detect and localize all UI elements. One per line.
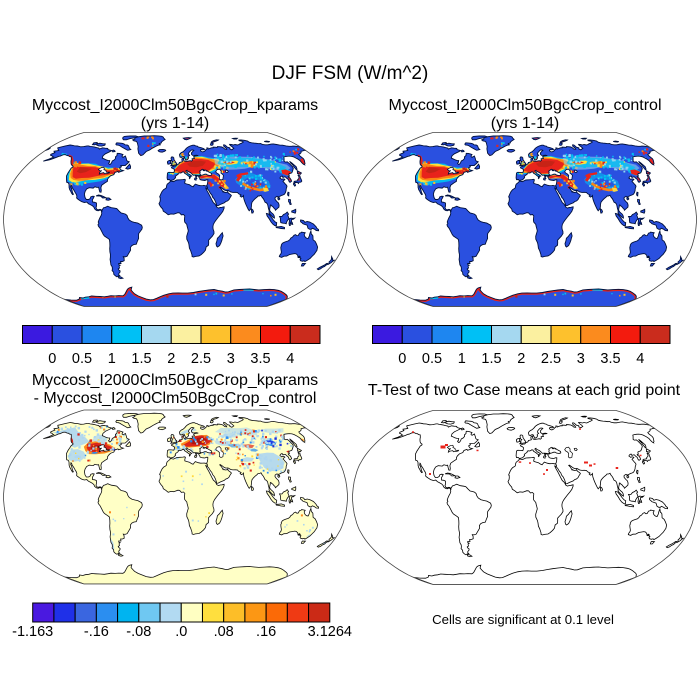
svg-text:Cells are significant at 0.1 l: Cells are significant at 0.1 level — [432, 612, 614, 627]
svg-text:0.5: 0.5 — [422, 351, 442, 367]
svg-text:.16: .16 — [256, 624, 276, 640]
svg-text:0.5: 0.5 — [72, 351, 92, 367]
svg-text:.0: .0 — [175, 624, 187, 640]
svg-text:3.1264: 3.1264 — [308, 624, 352, 640]
svg-text:1.5: 1.5 — [131, 351, 151, 367]
svg-text:2: 2 — [517, 351, 525, 367]
svg-text:Myccost_I2000Clm50BgcCrop_kpar: Myccost_I2000Clm50BgcCrop_kparams — [32, 372, 318, 389]
svg-text:3.5: 3.5 — [600, 351, 620, 367]
svg-text:Myccost_I2000Clm50BgcCrop_cont: Myccost_I2000Clm50BgcCrop_control — [388, 97, 661, 114]
svg-text:1: 1 — [108, 351, 116, 367]
svg-text:(yrs 1-14): (yrs 1-14) — [141, 115, 209, 132]
svg-text:T-Test of two Case means at ea: T-Test of two Case means at each grid po… — [368, 382, 681, 399]
svg-text:0: 0 — [48, 351, 56, 367]
svg-text:-.08: -.08 — [126, 624, 151, 640]
svg-text:1: 1 — [458, 351, 466, 367]
svg-text:3: 3 — [227, 351, 235, 367]
svg-text:1.5: 1.5 — [481, 351, 501, 367]
svg-text:2.5: 2.5 — [191, 351, 211, 367]
svg-text:-1.163: -1.163 — [12, 624, 53, 640]
svg-text:-.16: -.16 — [84, 624, 109, 640]
svg-text:DJF FSM (W/m^2): DJF FSM (W/m^2) — [272, 63, 429, 84]
svg-text:4: 4 — [286, 351, 294, 367]
svg-text:(yrs 1-14): (yrs 1-14) — [491, 115, 559, 132]
svg-text:2.5: 2.5 — [541, 351, 561, 367]
svg-text:3.5: 3.5 — [250, 351, 270, 367]
svg-text:- Myccost_I2000Clm50BgcCrop_co: - Myccost_I2000Clm50BgcCrop_control — [34, 390, 317, 407]
svg-text:4: 4 — [636, 351, 644, 367]
svg-text:.08: .08 — [214, 624, 234, 640]
svg-text:3: 3 — [577, 351, 585, 367]
svg-text:2: 2 — [167, 351, 175, 367]
svg-text:Myccost_I2000Clm50BgcCrop_kpar: Myccost_I2000Clm50BgcCrop_kparams — [32, 97, 318, 114]
svg-text:0: 0 — [398, 351, 406, 367]
